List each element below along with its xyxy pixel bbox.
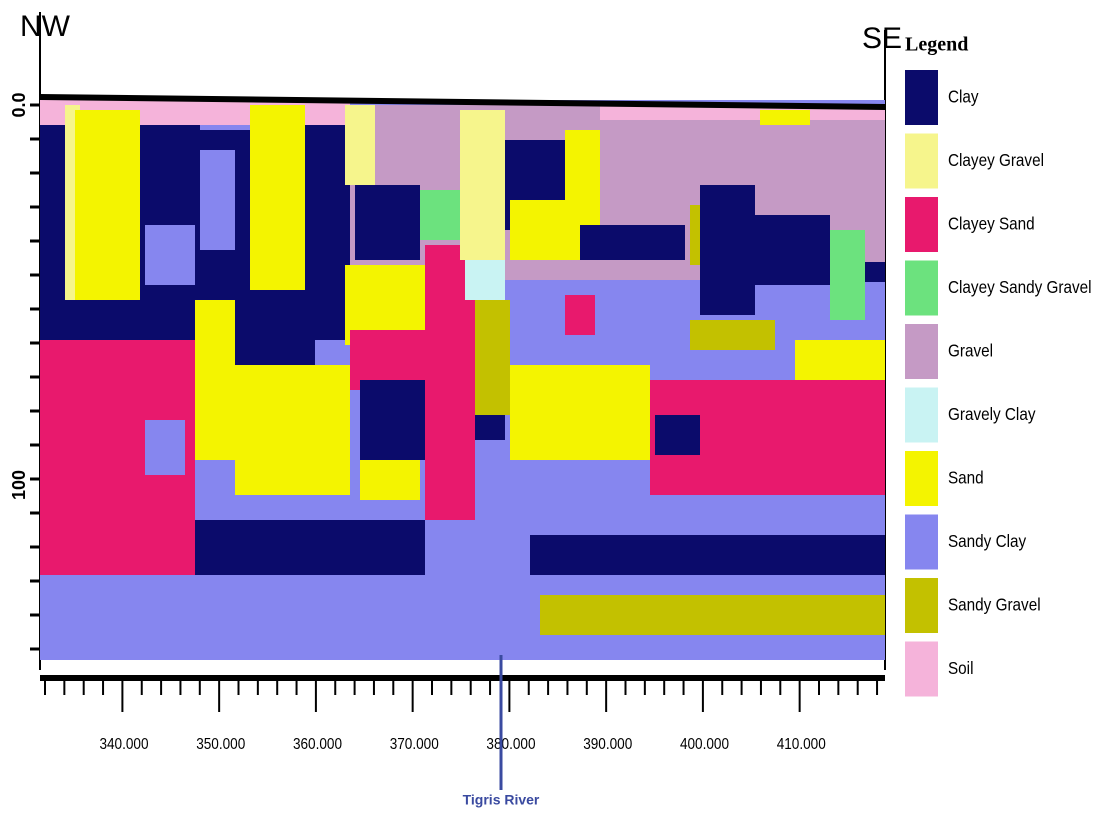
legend-swatch <box>905 642 938 697</box>
legend-label: Sandy Clay <box>948 531 1027 551</box>
stratum <box>465 260 505 300</box>
legend-label: Sandy Gravel <box>948 595 1041 615</box>
stratum <box>460 110 505 260</box>
x-label: 410.000 <box>777 736 826 753</box>
x-label: 370.000 <box>390 736 439 753</box>
river-label: Tigris River <box>463 792 540 808</box>
x-axis-line <box>40 675 885 681</box>
cross-section: NW SE Legend 0.0 100 340.000 350.000 360.000… <box>0 0 1094 810</box>
stratum <box>565 295 595 335</box>
stratum <box>235 365 350 495</box>
stratum <box>345 105 375 185</box>
legend-swatch <box>905 324 938 379</box>
x-label: 390.000 <box>583 736 632 753</box>
depth-label: 100 <box>9 470 29 500</box>
legend-swatch <box>905 388 938 443</box>
stratum <box>655 415 700 455</box>
legend-label: Clayey Sand <box>948 214 1035 234</box>
stratum <box>360 380 430 460</box>
nw-label: NW <box>20 10 71 43</box>
stratum <box>510 200 570 260</box>
legend-title: Legend <box>905 34 968 56</box>
stratum <box>510 365 650 460</box>
legend-swatch <box>905 197 938 252</box>
x-label: 400.000 <box>680 736 729 753</box>
stratum <box>195 300 235 460</box>
stratum <box>475 300 510 415</box>
stratum <box>755 215 830 285</box>
stratum <box>145 420 185 475</box>
legend-label: Gravely Clay <box>948 404 1036 424</box>
stratum <box>690 320 775 350</box>
stratum <box>360 460 420 500</box>
stratum <box>580 225 685 260</box>
stratum <box>830 230 865 320</box>
legend-swatch <box>905 451 938 506</box>
stratum <box>145 225 195 285</box>
legend-label: Gravel <box>948 341 993 361</box>
legend-label: Sand <box>948 468 984 488</box>
x-label: 350.000 <box>196 736 245 753</box>
stratum <box>530 535 885 575</box>
depth-label: 0.0 <box>9 92 29 117</box>
x-label: 380.000 <box>486 736 535 753</box>
legend-swatch <box>905 134 938 189</box>
legend-label: Clay <box>948 87 979 107</box>
legend-label: Clayey Sandy Gravel <box>948 277 1092 297</box>
stratum <box>700 185 755 315</box>
se-label: SE <box>862 22 902 55</box>
stratum <box>540 595 885 635</box>
stratum <box>40 300 200 340</box>
legend-swatch <box>905 261 938 316</box>
legend-swatch <box>905 515 938 570</box>
stratum <box>760 110 810 125</box>
stratum <box>795 340 885 380</box>
x-label: 340.000 <box>99 736 148 753</box>
stratum <box>200 150 235 250</box>
stratum <box>75 110 140 300</box>
stratum <box>250 105 305 320</box>
strata <box>40 100 885 660</box>
stratum <box>355 185 420 260</box>
legend-swatch <box>905 578 938 633</box>
legend-label: Clayey Gravel <box>948 150 1044 170</box>
legend-swatch <box>905 70 938 125</box>
stratum <box>195 520 425 575</box>
stratum <box>475 415 505 440</box>
legend-label: Soil <box>948 658 973 678</box>
stratum <box>865 262 885 282</box>
stratum <box>305 125 350 340</box>
x-label: 360.000 <box>293 736 342 753</box>
